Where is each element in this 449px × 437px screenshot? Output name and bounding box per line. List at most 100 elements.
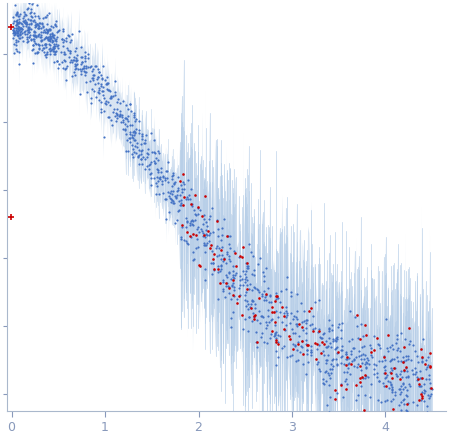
Point <box>287 288 294 295</box>
Point <box>10 49 17 56</box>
Point <box>260 339 267 346</box>
Point <box>67 47 74 54</box>
Point <box>97 81 104 88</box>
Point <box>130 148 137 155</box>
Point <box>17 24 24 31</box>
Point <box>202 193 209 200</box>
Point <box>171 178 178 185</box>
Point <box>275 314 282 321</box>
Point <box>409 399 417 406</box>
Point <box>199 213 206 220</box>
Point <box>177 200 185 207</box>
Point <box>273 293 280 300</box>
Point <box>42 40 49 47</box>
Point <box>162 195 169 202</box>
Point <box>388 374 395 381</box>
Point <box>328 357 335 364</box>
Point <box>188 216 195 223</box>
Point <box>363 354 370 361</box>
Point <box>73 55 80 62</box>
Point <box>299 360 306 367</box>
Point <box>321 329 328 336</box>
Point <box>380 369 387 376</box>
Point <box>136 152 143 159</box>
Point <box>126 131 133 138</box>
Point <box>48 35 55 42</box>
Point <box>245 286 252 293</box>
Point <box>101 76 109 83</box>
Point <box>390 395 397 402</box>
Point <box>343 368 351 375</box>
Point <box>13 11 21 18</box>
Point <box>397 399 405 406</box>
Point <box>82 53 89 60</box>
Point <box>167 195 174 202</box>
Point <box>266 334 273 341</box>
Point <box>229 271 237 278</box>
Point <box>231 292 238 299</box>
Point <box>396 347 403 354</box>
Point <box>14 24 21 31</box>
Point <box>152 159 159 166</box>
Point <box>21 8 28 15</box>
Point <box>58 36 65 43</box>
Point <box>66 47 74 54</box>
Point <box>413 401 420 408</box>
Point <box>38 37 45 44</box>
Point <box>61 65 68 72</box>
Point <box>108 93 115 100</box>
Point <box>225 240 233 247</box>
Point <box>128 108 135 114</box>
Point <box>385 348 392 355</box>
Point <box>29 1 36 8</box>
Point <box>246 313 253 320</box>
Point <box>230 283 237 290</box>
Point <box>357 320 364 327</box>
Point <box>222 282 229 289</box>
Point <box>141 137 148 144</box>
Point <box>288 309 295 316</box>
Point <box>154 174 161 181</box>
Point <box>144 154 151 161</box>
Point <box>97 72 105 79</box>
Point <box>101 99 108 106</box>
Point <box>300 307 308 314</box>
Point <box>388 341 396 348</box>
Point <box>23 26 31 33</box>
Point <box>42 29 49 36</box>
Point <box>381 357 388 364</box>
Point <box>418 375 425 382</box>
Point <box>81 63 88 70</box>
Point <box>199 220 207 227</box>
Point <box>212 245 220 252</box>
Point <box>403 373 410 380</box>
Point <box>404 415 411 422</box>
Point <box>44 28 51 35</box>
Point <box>167 187 175 194</box>
Point <box>109 92 116 99</box>
Point <box>76 91 83 98</box>
Point <box>343 386 350 393</box>
Point <box>423 365 430 372</box>
Point <box>33 1 40 8</box>
Point <box>388 386 395 393</box>
Point <box>26 26 33 33</box>
Point <box>184 177 191 184</box>
Point <box>169 171 176 178</box>
Point <box>67 56 75 63</box>
Point <box>396 371 404 378</box>
Point <box>52 23 59 30</box>
Point <box>77 61 84 68</box>
Point <box>39 44 46 51</box>
Point <box>49 31 56 38</box>
Point <box>400 395 407 402</box>
Point <box>17 28 24 35</box>
Point <box>227 232 234 239</box>
Point <box>255 260 262 267</box>
Point <box>216 244 223 251</box>
Point <box>172 192 179 199</box>
Point <box>241 278 248 285</box>
Point <box>233 296 241 303</box>
Point <box>328 344 335 351</box>
Point <box>143 162 150 169</box>
